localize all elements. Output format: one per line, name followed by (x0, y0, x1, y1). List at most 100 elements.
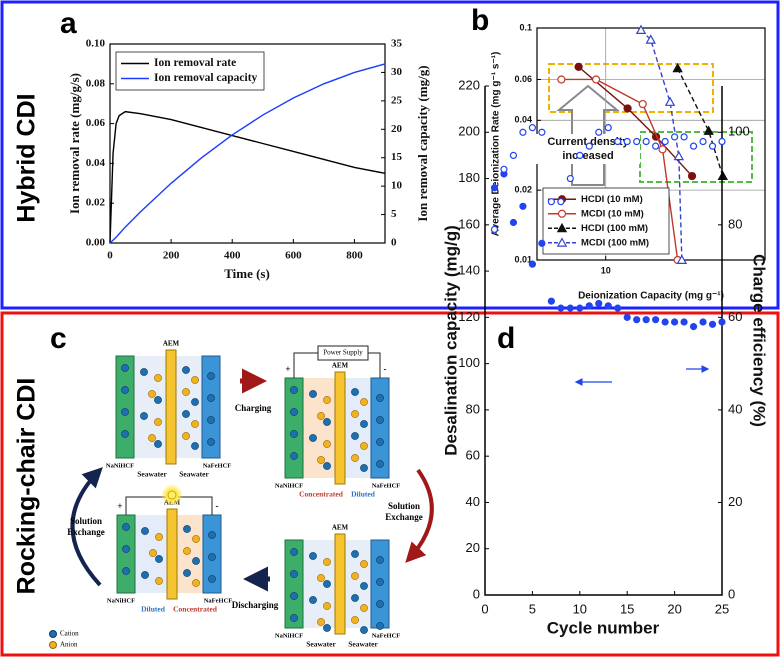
plot-frame (109, 43, 386, 244)
anion (182, 388, 190, 396)
marker (547, 297, 555, 305)
terminal-sign: + (285, 364, 290, 374)
y-tick-label: 60 (466, 448, 480, 463)
y2-tick-label: 20 (391, 123, 403, 135)
y-tick-label: 0.10 (86, 38, 106, 50)
y2-tick-label: 40 (728, 401, 742, 416)
cation (376, 416, 384, 424)
y-tick-label: 0.1 (519, 22, 532, 32)
cation (208, 531, 216, 539)
electrode-right (201, 355, 221, 459)
anion (351, 572, 359, 580)
cation (323, 418, 331, 426)
marker (687, 171, 697, 181)
cation (207, 416, 215, 424)
marker (708, 320, 717, 328)
marker (576, 304, 584, 312)
anion (148, 434, 156, 442)
cation (121, 430, 129, 438)
y-tick-label: 220 (458, 77, 480, 92)
marker (556, 222, 568, 233)
step-arrow (405, 468, 434, 563)
side-label: Rocking-chair CDI (13, 378, 41, 595)
x-tick-label: 20 (667, 601, 681, 616)
cation (351, 594, 359, 602)
compartment (345, 378, 371, 478)
cation (360, 464, 368, 472)
y-axis-title: Average Deionization Rate (mg g⁻¹ s⁻¹) (491, 52, 502, 237)
marker (633, 137, 641, 146)
legend-label: MCDI (10 mM) (581, 208, 644, 219)
y-tick-label: 20 (466, 540, 480, 555)
marker (645, 34, 656, 44)
anion (351, 410, 359, 418)
x-tick-label: 0 (481, 601, 488, 616)
panel-label: b (471, 4, 489, 37)
marker (595, 299, 603, 308)
marker (717, 170, 728, 181)
marker (699, 137, 707, 146)
cation (290, 614, 298, 622)
marker (718, 137, 726, 146)
anion (191, 420, 199, 428)
anion (323, 558, 331, 566)
marker (661, 318, 669, 326)
x-axis-title: Cycle number (547, 618, 660, 637)
x-tick-label: 5 (529, 601, 536, 616)
cation (183, 569, 191, 577)
electrode-label: NaFeHCF (204, 597, 233, 604)
series-line (640, 29, 683, 261)
anion (317, 618, 325, 626)
cation (208, 575, 216, 583)
cation (290, 386, 298, 394)
y2-axis-title: Charge efficiency (%) (750, 254, 769, 427)
electrode-label: NaNiHCF (107, 597, 135, 604)
marker (538, 128, 546, 136)
anion (317, 412, 325, 420)
cation (376, 578, 384, 586)
cation (154, 440, 162, 448)
terminal-sign: - (216, 501, 219, 511)
marker (592, 75, 601, 84)
cation (290, 548, 298, 556)
cation (309, 434, 317, 442)
marker (689, 323, 698, 331)
electrode-label: NaNiHCF (275, 632, 303, 639)
series-line (677, 68, 724, 177)
membrane (166, 508, 178, 600)
marker (672, 62, 683, 73)
bulb (167, 490, 177, 500)
cation (155, 555, 163, 563)
panel-label: a (60, 7, 77, 40)
cation (121, 364, 129, 372)
cation (309, 596, 317, 604)
cation (360, 420, 368, 428)
marker (585, 142, 593, 150)
marker (642, 137, 650, 146)
terminal-sign: + (117, 501, 122, 511)
membrane (334, 371, 346, 485)
anion (192, 579, 200, 587)
solution-label: Concentrated (173, 605, 218, 614)
cation (182, 410, 190, 418)
x-tick-label: 0 (107, 250, 113, 262)
electrode-label: NaNiHCF (275, 482, 303, 489)
side-label: Hybrid CDI (13, 93, 41, 222)
cation (290, 570, 298, 578)
cation (154, 396, 162, 404)
cation (122, 567, 130, 575)
y2-tick-label: 5 (391, 208, 397, 220)
legend-anion (49, 641, 57, 649)
marker (556, 237, 568, 247)
electrode-left (284, 539, 304, 629)
marker (519, 202, 527, 210)
cation (207, 394, 215, 402)
membrane (165, 349, 177, 465)
marker (528, 124, 537, 132)
marker (703, 125, 714, 135)
y2-tick-label: 35 (391, 38, 403, 50)
marker (490, 184, 499, 192)
electrode-label: NaFeHCF (372, 632, 401, 639)
anion (182, 432, 190, 440)
